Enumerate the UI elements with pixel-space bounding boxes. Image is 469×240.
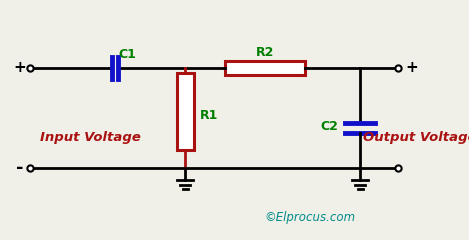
Text: Input Voltage: Input Voltage (39, 132, 140, 144)
Text: R1: R1 (200, 109, 219, 122)
Text: Output Voltage: Output Voltage (363, 132, 469, 144)
Text: +: + (14, 60, 26, 76)
Text: +: + (406, 60, 418, 76)
Bar (176, 73, 194, 150)
Text: -: - (16, 159, 24, 177)
Text: C2: C2 (320, 120, 338, 132)
Bar (225, 61, 305, 75)
Text: ©Elprocus.com: ©Elprocus.com (265, 211, 356, 224)
Text: R2: R2 (256, 46, 274, 59)
Text: C1: C1 (118, 48, 136, 60)
